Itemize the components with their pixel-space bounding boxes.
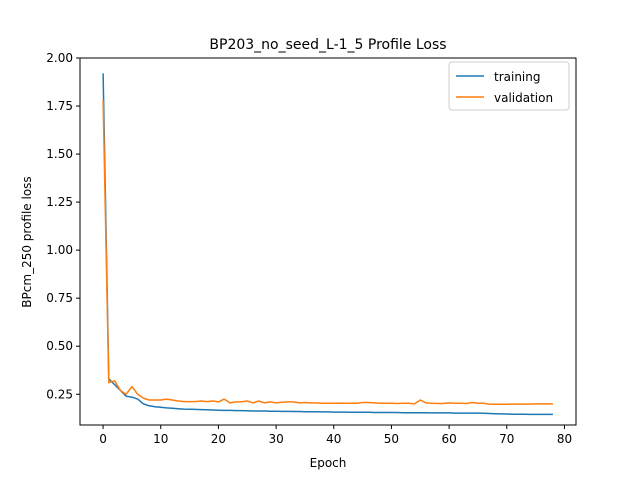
- x-tick-label: 30: [268, 432, 283, 446]
- y-tick-label: 2.00: [46, 51, 73, 65]
- x-tick-label: 60: [441, 432, 456, 446]
- x-tick-label: 50: [384, 432, 399, 446]
- x-axis: 0 10 20 30 40 50 60 70 80: [99, 425, 572, 446]
- x-tick-label: 0: [99, 432, 107, 446]
- legend-label-training: training: [494, 70, 541, 84]
- y-tick-label: 0.75: [46, 291, 73, 305]
- x-tick-label: 20: [211, 432, 226, 446]
- series-line-validation: [102, 100, 553, 405]
- series-line-training: [102, 73, 553, 416]
- y-tick-label: 1.00: [46, 243, 73, 257]
- y-axis-label: BPcm_250 profile loss: [20, 176, 34, 307]
- x-tick-label: 10: [153, 432, 168, 446]
- y-tick-label: 1.50: [46, 147, 73, 161]
- legend-label-validation: validation: [494, 91, 553, 105]
- axes-frame: [79, 57, 577, 426]
- x-tick-label: 40: [326, 432, 341, 446]
- y-tick-label: 1.75: [46, 99, 73, 113]
- series-layer: [102, 73, 553, 416]
- legend: training validation: [448, 61, 570, 111]
- y-tick-label: 0.50: [46, 339, 73, 353]
- x-tick-label: 70: [499, 432, 514, 446]
- x-axis-label: Epoch: [310, 456, 347, 470]
- y-tick-label: 0.25: [46, 387, 73, 401]
- y-axis: 0.25 0.50 0.75 1.00 1.25 1.50 1.75 2.00: [46, 51, 80, 401]
- y-tick-label: 1.25: [46, 195, 73, 209]
- chart-title: BP203_no_seed_L-1_5 Profile Loss: [209, 37, 446, 53]
- x-tick-label: 80: [557, 432, 572, 446]
- legend-frame: [448, 61, 570, 111]
